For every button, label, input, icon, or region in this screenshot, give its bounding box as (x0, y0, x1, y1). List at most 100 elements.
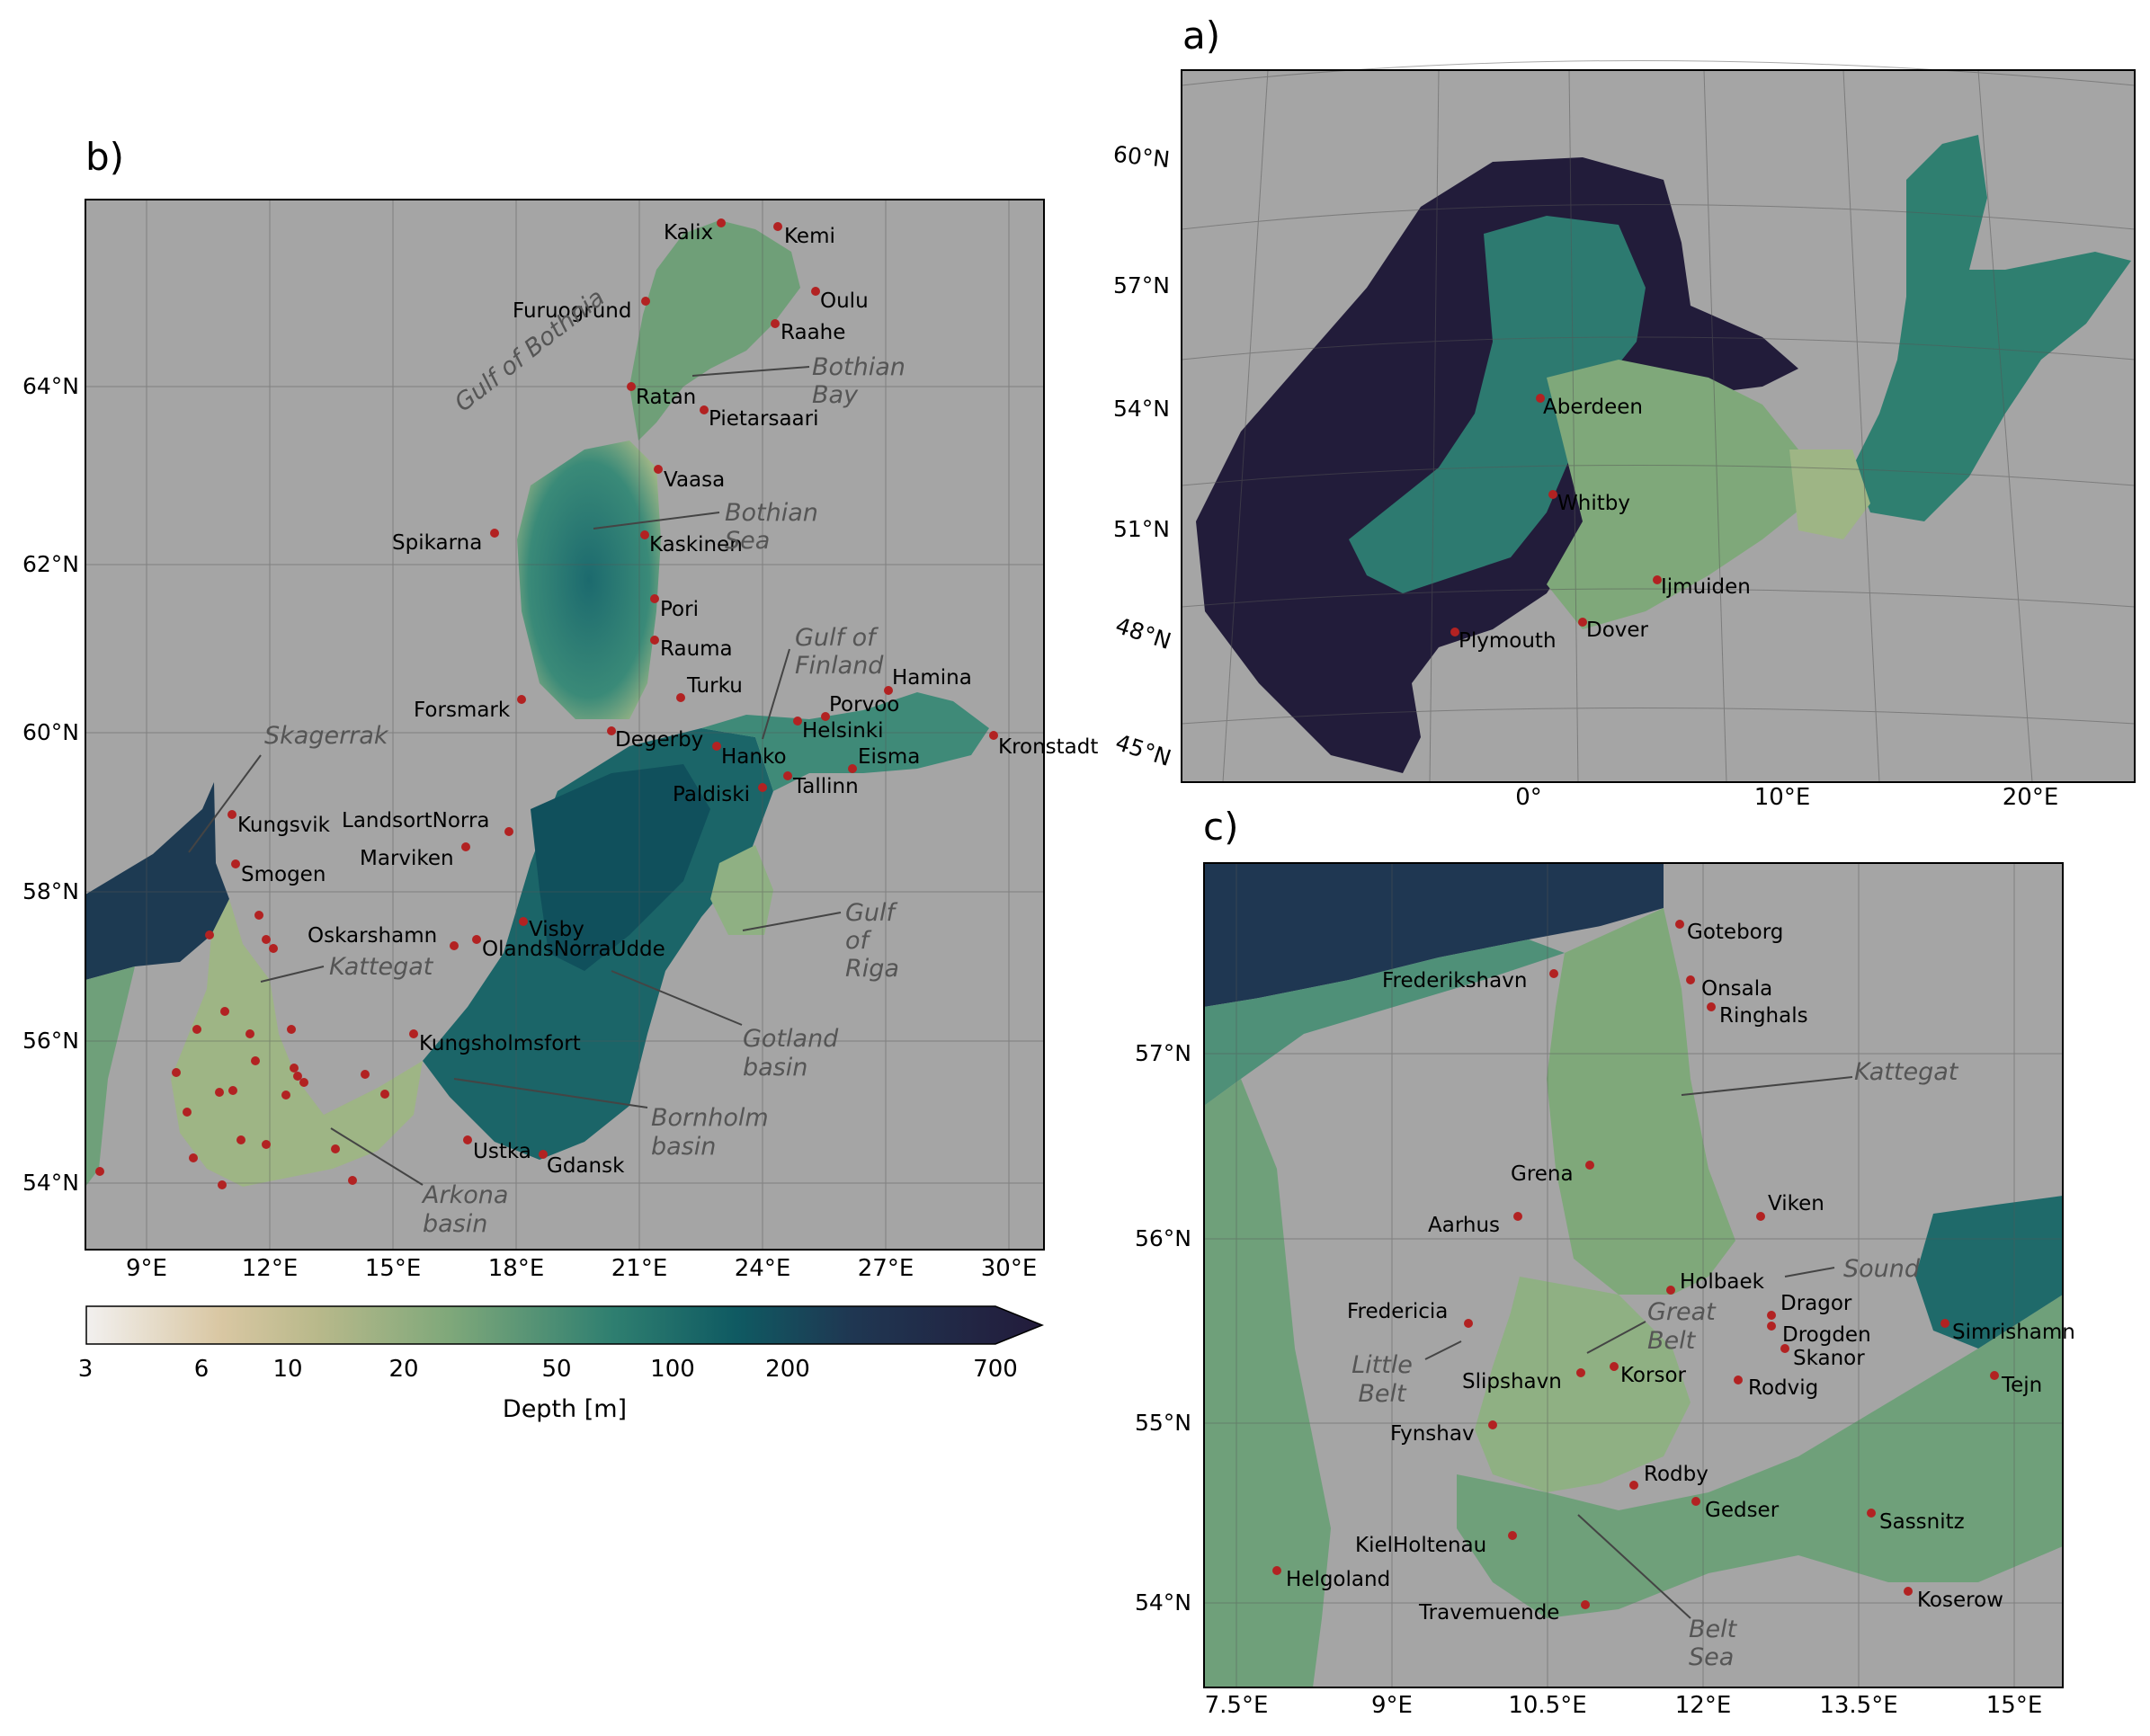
lon-tick: 27°E (857, 1255, 914, 1282)
lon-tick: 20°E (2002, 784, 2059, 811)
station-label: Whitby (1557, 492, 1630, 515)
lat-tick: 54°N (1135, 1589, 1192, 1616)
station-label: Skanor (1793, 1347, 1865, 1370)
lat-tick: 60°N (1111, 140, 1172, 174)
lat-tick: 57°N (1113, 272, 1171, 298)
colorbar-tick: 3 (77, 1356, 94, 1383)
lat-tick: 62°N (22, 551, 79, 577)
station-label: Hanko (721, 745, 787, 769)
lon-tick: 30°E (980, 1255, 1038, 1282)
station-label: LandsortNorra (342, 809, 490, 832)
colorbar-tick: 20 (388, 1356, 419, 1383)
region-label: Kattegat (1854, 1058, 1958, 1086)
station-label: Visby (529, 918, 584, 941)
station-label: Dover (1586, 619, 1648, 642)
station-label: Hamina (892, 666, 972, 690)
region-label: Kattegat (329, 953, 433, 981)
panel-b-bothnian-sea (517, 441, 661, 719)
station-label: Travemuende (1419, 1601, 1560, 1625)
region-label: Belt Sea (1689, 1616, 1737, 1671)
colorbar-label: Depth [m] (502, 1395, 628, 1423)
station-label: Furuogrund (513, 299, 632, 323)
station-label: Kalix (664, 221, 714, 245)
region-label: Gulf of Finland (795, 624, 884, 680)
station-label: Raahe (781, 321, 846, 344)
station-label: Forsmark (414, 699, 511, 722)
colorbar (85, 1305, 1045, 1345)
station-label: KielHoltenau (1355, 1534, 1487, 1557)
panel-b-label: b) (85, 135, 125, 179)
panel-a-baltic (1852, 135, 2131, 521)
colorbar-tick: 10 (272, 1356, 303, 1383)
station-label: Plymouth (1459, 629, 1557, 653)
region-label: Bothian Sea (725, 499, 818, 555)
station-label: Spikarna (392, 531, 483, 555)
lon-tick: 18°E (487, 1255, 545, 1282)
station-label: Ustka (473, 1140, 531, 1163)
lat-tick: 57°N (1135, 1040, 1192, 1066)
station-label: Marviken (360, 847, 454, 870)
lon-tick: 12°E (1674, 1692, 1732, 1719)
station-label: Fynshav (1390, 1422, 1475, 1446)
station-label: OlandsNorraUdde (482, 938, 665, 961)
colorbar-tick: 50 (541, 1356, 572, 1383)
lon-tick: 12°E (241, 1255, 299, 1282)
station-label: Helgoland (1286, 1568, 1391, 1591)
panel-c-label: c) (1203, 805, 1239, 849)
region-label: Arkona basin (423, 1181, 509, 1238)
station-label: Aberdeen (1543, 396, 1644, 419)
lon-tick: 10°E (1753, 784, 1811, 811)
lat-tick: 60°N (22, 719, 79, 745)
panel-c-north-sea (1204, 1079, 1331, 1687)
panel-a-land (1182, 70, 2135, 782)
lat-tick: 54°N (22, 1170, 79, 1196)
colorbar-tick: 100 (650, 1356, 695, 1383)
region-label: Bothian Bay (812, 353, 905, 409)
station-label: Gedser (1705, 1499, 1780, 1522)
station-label: Turku (687, 674, 743, 698)
lon-tick: 24°E (734, 1255, 791, 1282)
station-label: Paldiski (673, 783, 751, 806)
station-label: Simrishamn (1952, 1321, 2075, 1344)
lat-tick: 45°N (1112, 728, 1174, 772)
station-label: Kaskinen (649, 533, 743, 556)
lon-tick: 13.5°E (1819, 1692, 1898, 1719)
panel-b-skagerrak (85, 782, 229, 980)
colorbar-tick: 200 (765, 1356, 810, 1383)
station-label: Rodby (1644, 1463, 1708, 1486)
station-label: Pori (660, 598, 699, 621)
region-label: Gotland basin (743, 1025, 839, 1082)
region-label: Bornholm basin (651, 1104, 769, 1161)
panel-a-label: a) (1182, 13, 1221, 58)
lon-tick: 9°E (126, 1255, 167, 1282)
lon-tick: 15°E (364, 1255, 422, 1282)
lat-tick: 51°N (1113, 516, 1171, 542)
lat-tick: 64°N (22, 373, 79, 399)
station-label: Drogden (1782, 1323, 1871, 1347)
station-label: Onsala (1701, 977, 1773, 1001)
panel-c-kattegat (1547, 908, 1735, 1295)
lat-tick: 58°N (22, 878, 79, 904)
lon-tick: 7.5°E (1204, 1692, 1269, 1719)
station-label: Tallinn (793, 775, 859, 798)
station-label: Ratan (636, 386, 697, 409)
lat-tick: 56°N (22, 1028, 79, 1054)
station-label: Koserow (1917, 1589, 2003, 1612)
station-label: Oulu (820, 289, 869, 313)
station-label: Dragor (1780, 1292, 1852, 1315)
region-label: Gulf of Riga (845, 899, 899, 983)
lon-tick: 10.5°E (1508, 1692, 1587, 1719)
station-label: Eisma (858, 745, 921, 769)
lat-tick: 48°N (1112, 611, 1174, 655)
station-label: Goteborg (1687, 921, 1784, 944)
station-label: Korsor (1620, 1364, 1686, 1387)
panel-b-gulf-of-riga (710, 845, 773, 935)
lon-tick: 9°E (1371, 1692, 1413, 1719)
station-label: Viken (1768, 1192, 1824, 1215)
panel-a-ocean (1196, 157, 1798, 773)
station-label: Kungsvik (237, 814, 330, 837)
panel-c-land (1204, 863, 2063, 1687)
station-label: Rauma (660, 637, 733, 661)
station-label: Fredericia (1347, 1300, 1449, 1323)
panel-c-skagerrak-shelf (1204, 939, 1565, 1106)
